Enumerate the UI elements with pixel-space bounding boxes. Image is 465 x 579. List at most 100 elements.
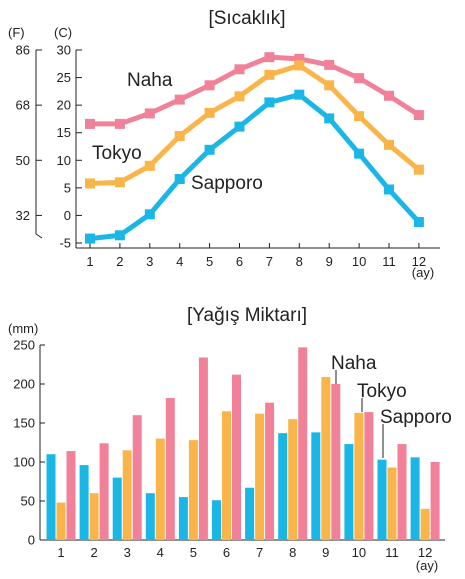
precipitation-label-sapporo: Sapporo <box>380 407 452 428</box>
precipitation-bar-sapporo <box>245 487 255 540</box>
temperature-point-naha <box>354 73 365 84</box>
temperature-xtick-label: 9 <box>326 254 333 269</box>
precipitation-bar-naha <box>165 398 175 540</box>
temperature-point-tokyo <box>264 69 275 80</box>
precipitation-xtick-label: 9 <box>322 545 329 560</box>
celsius-tick-label: 0 <box>64 208 71 223</box>
temperature-xtick-label: 8 <box>296 254 303 269</box>
temperature-point-tokyo <box>324 80 335 91</box>
precipitation-bar-tokyo <box>354 412 364 540</box>
temperature-series <box>85 52 424 244</box>
temperature-point-naha <box>294 53 305 64</box>
precipitation-xaxis-unit: (ay) <box>416 558 438 573</box>
precipitation-xtick-label: 4 <box>157 545 164 560</box>
precipitation-bar-tokyo <box>89 493 99 540</box>
precipitation-ytick-label: 100 <box>13 455 35 470</box>
precipitation-bar-sapporo <box>212 500 221 540</box>
precipitation-bar-naha <box>265 402 275 540</box>
precipitation-bar-naha <box>99 443 109 540</box>
precipitation-bar-sapporo <box>46 454 56 540</box>
precipitation-bar-sapporo <box>410 457 420 540</box>
temperature-point-sapporo <box>294 89 305 100</box>
temperature-point-sapporo <box>384 184 394 195</box>
temperature-xtick-label: 2 <box>116 254 123 269</box>
temperature-point-naha <box>384 90 394 101</box>
temperature-point-tokyo <box>85 178 95 189</box>
precipitation-xtick-label: 5 <box>190 545 197 560</box>
precipitation-bar-naha <box>198 357 208 540</box>
temperature-point-sapporo <box>114 230 125 241</box>
precipitation-bar-sapporo <box>278 433 288 540</box>
temperature-point-tokyo <box>174 131 185 142</box>
precipitation-bar-sapporo <box>344 444 354 540</box>
temperature-point-tokyo <box>234 91 245 102</box>
precipitation-bar-sapporo <box>311 432 321 540</box>
celsius-tick-label: 20 <box>57 98 71 113</box>
temperature-point-naha <box>204 80 215 91</box>
precipitation-bar-tokyo <box>420 508 430 540</box>
precipitation-bar-naha <box>331 384 341 540</box>
celsius-tick-label: 10 <box>57 153 71 168</box>
precipitation-bar-naha <box>298 347 308 540</box>
temperature-chart: [Sıcaklık] (F) (C) -50510152025303250688… <box>8 8 440 280</box>
fahrenheit-tick-label: 50 <box>16 153 30 168</box>
temperature-point-tokyo <box>294 60 305 71</box>
precipitation-bar-sapporo <box>79 465 89 540</box>
precipitation-xtick-label: 3 <box>124 545 131 560</box>
temperature-point-naha <box>114 118 125 129</box>
precipitation-unit-label: (mm) <box>8 321 38 336</box>
precipitation-ytick-label: 250 <box>13 338 35 353</box>
temperature-point-sapporo <box>85 233 95 244</box>
celsius-unit-label: (C) <box>54 25 72 40</box>
celsius-tick-label: -5 <box>59 236 71 251</box>
precipitation-bar-naha <box>364 412 374 540</box>
celsius-tick-label: 25 <box>57 70 71 85</box>
temperature-xtick-label: 4 <box>176 254 183 269</box>
precipitation-xtick-label: 12 <box>418 545 432 560</box>
temperature-point-naha <box>174 94 185 105</box>
precipitation-bar-tokyo <box>288 419 298 540</box>
fahrenheit-axis-end <box>35 233 43 239</box>
temperature-xtick-label: 3 <box>146 254 153 269</box>
temperature-point-tokyo <box>384 139 394 150</box>
temperature-point-sapporo <box>264 97 275 108</box>
temperature-label-tokyo: Tokyo <box>92 143 142 164</box>
temperature-xtick-label: 1 <box>86 254 93 269</box>
fahrenheit-tick-label: 32 <box>16 208 30 223</box>
precipitation-xtick-label: 7 <box>256 545 263 560</box>
precipitation-xtick-label: 6 <box>223 545 230 560</box>
precipitation-bar-naha <box>430 462 440 540</box>
temperature-point-tokyo <box>204 107 215 118</box>
celsius-tick-label: 15 <box>57 125 71 140</box>
precipitation-bar-tokyo <box>222 411 231 540</box>
temperature-point-sapporo <box>413 217 424 228</box>
precipitation-bar-tokyo <box>387 467 397 540</box>
temperature-label-naha: Naha <box>127 70 173 91</box>
temperature-point-sapporo <box>174 174 185 185</box>
precipitation-ytick-label: 50 <box>21 494 35 509</box>
precipitation-label-tokyo: Tokyo <box>357 381 407 402</box>
precipitation-bar-tokyo <box>188 440 198 540</box>
temperature-xtick-label: 11 <box>382 254 396 269</box>
temperature-point-naha <box>85 118 95 129</box>
temperature-point-tokyo <box>354 111 365 122</box>
precipitation-chart-title: [Yağış Miktarı] <box>187 305 307 326</box>
precipitation-leaders <box>335 370 384 458</box>
temperature-point-sapporo <box>144 209 155 220</box>
temperature-point-naha <box>324 59 335 70</box>
precipitation-bars <box>46 347 440 540</box>
precipitation-bar-sapporo <box>178 497 188 540</box>
fahrenheit-tick-label: 68 <box>16 98 30 113</box>
temperature-point-naha <box>234 64 245 75</box>
precipitation-bar-tokyo <box>122 450 132 540</box>
precipitation-bar-sapporo <box>145 493 155 540</box>
temperature-point-tokyo <box>114 177 125 188</box>
precipitation-bar-naha <box>232 374 241 540</box>
temperature-point-tokyo <box>413 164 424 175</box>
temperature-point-naha <box>264 52 275 63</box>
fahrenheit-tick-label: 86 <box>16 43 30 58</box>
celsius-tick-label: 5 <box>64 180 71 195</box>
